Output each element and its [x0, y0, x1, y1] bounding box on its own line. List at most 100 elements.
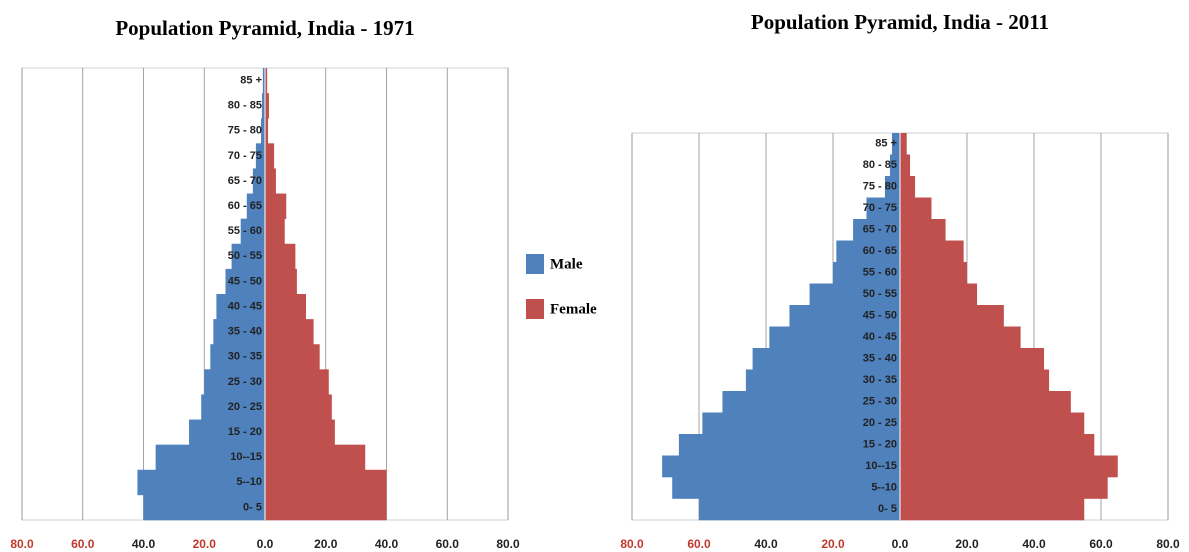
- bar: [265, 319, 314, 345]
- bar: [216, 294, 265, 320]
- category-label: 80 - 85: [228, 100, 262, 112]
- x-tick-label: 60.0: [687, 537, 711, 551]
- category-label: 40 - 45: [228, 300, 262, 312]
- category-label: 85 +: [240, 74, 262, 86]
- bar: [699, 498, 900, 521]
- bar: [265, 419, 335, 445]
- x-tick-label: 60.0: [71, 537, 95, 551]
- bar: [900, 477, 1108, 499]
- bar: [789, 305, 900, 327]
- x-tick-label: 20.0: [821, 537, 845, 551]
- legend-label: Male: [550, 256, 583, 272]
- bar: [265, 268, 297, 295]
- bar: [900, 219, 946, 241]
- x-tick-label: 40.0: [375, 537, 399, 551]
- bar: [769, 326, 900, 349]
- category-label: 15 - 20: [863, 439, 897, 451]
- x-tick-label: 20.0: [314, 537, 338, 551]
- bar: [900, 326, 1021, 349]
- category-label: 35 - 40: [863, 353, 897, 365]
- x-tick-label: 80.0: [1156, 537, 1180, 551]
- x-tick-label: 20.0: [193, 537, 217, 551]
- bar: [265, 93, 269, 119]
- legend-label: Female: [550, 301, 597, 317]
- category-label: 80 - 85: [863, 159, 897, 171]
- category-label: 15 - 20: [228, 426, 262, 438]
- bar: [900, 391, 1071, 413]
- bar: [204, 369, 265, 395]
- bar: [836, 240, 900, 263]
- bar: [213, 319, 265, 345]
- category-label: 60 - 65: [863, 245, 897, 257]
- x-tick-label: 60.0: [436, 537, 460, 551]
- category-label: 75 - 80: [228, 125, 262, 137]
- bar: [900, 283, 978, 306]
- bar: [702, 412, 900, 435]
- category-label: 20 - 25: [228, 401, 262, 413]
- x-tick-label: 0.0: [892, 537, 909, 551]
- category-label: 70 - 75: [228, 150, 262, 162]
- bar: [265, 68, 268, 94]
- category-label: 50 - 55: [863, 288, 897, 300]
- x-tick-label: 40.0: [132, 537, 156, 551]
- bar: [252, 168, 265, 194]
- category-label: 10--15: [865, 460, 897, 472]
- bar: [752, 348, 900, 370]
- category-label: 25 - 30: [863, 396, 897, 408]
- bar: [900, 176, 916, 198]
- x-tick-label: 0.0: [257, 537, 274, 551]
- bar: [900, 369, 1050, 392]
- bar: [722, 391, 900, 413]
- bar: [265, 143, 275, 169]
- category-label: 5--10: [236, 476, 262, 488]
- bar: [900, 262, 967, 284]
- chart-title: Population Pyramid, India - 2011: [751, 10, 1049, 34]
- bar: [900, 133, 907, 155]
- bar: [255, 143, 265, 169]
- bar: [745, 369, 900, 392]
- category-label: 50 - 55: [228, 250, 262, 262]
- category-label: 75 - 80: [863, 181, 897, 193]
- category-label: 5--10: [871, 482, 897, 494]
- bar: [155, 444, 265, 471]
- bar: [672, 477, 900, 499]
- category-label: 65 - 70: [863, 224, 897, 236]
- category-label: 0- 5: [878, 503, 897, 515]
- bar: [889, 154, 900, 177]
- bar: [900, 498, 1085, 521]
- x-tick-label: 80.0: [496, 537, 520, 551]
- legend-swatch: [526, 254, 544, 274]
- bar: [809, 283, 900, 306]
- category-label: 10--15: [230, 451, 262, 463]
- chart-title: Population Pyramid, India - 1971: [115, 16, 414, 40]
- category-label: 0- 5: [243, 501, 262, 513]
- bar: [833, 262, 900, 284]
- bar: [265, 494, 387, 521]
- bar: [900, 154, 911, 177]
- bar: [265, 469, 387, 496]
- bar: [261, 93, 265, 119]
- category-label: 45 - 50: [863, 310, 897, 322]
- bar: [866, 197, 900, 220]
- category-label: 25 - 30: [228, 376, 262, 388]
- bar: [137, 469, 265, 496]
- bar: [853, 219, 900, 241]
- bar: [265, 394, 332, 420]
- bar: [262, 68, 265, 94]
- bar: [265, 243, 296, 270]
- bar: [265, 294, 307, 320]
- bar: [900, 434, 1095, 456]
- bar: [900, 455, 1118, 478]
- bar: [189, 419, 265, 445]
- bar: [891, 133, 900, 155]
- bar: [246, 193, 265, 219]
- x-tick-label: 80.0: [620, 537, 644, 551]
- bar: [900, 412, 1085, 435]
- bar: [265, 369, 329, 395]
- bar: [900, 197, 932, 220]
- bar: [900, 348, 1045, 370]
- x-tick-label: 60.0: [1089, 537, 1113, 551]
- category-label: 60 - 65: [228, 200, 262, 212]
- category-label: 65 - 70: [228, 175, 262, 187]
